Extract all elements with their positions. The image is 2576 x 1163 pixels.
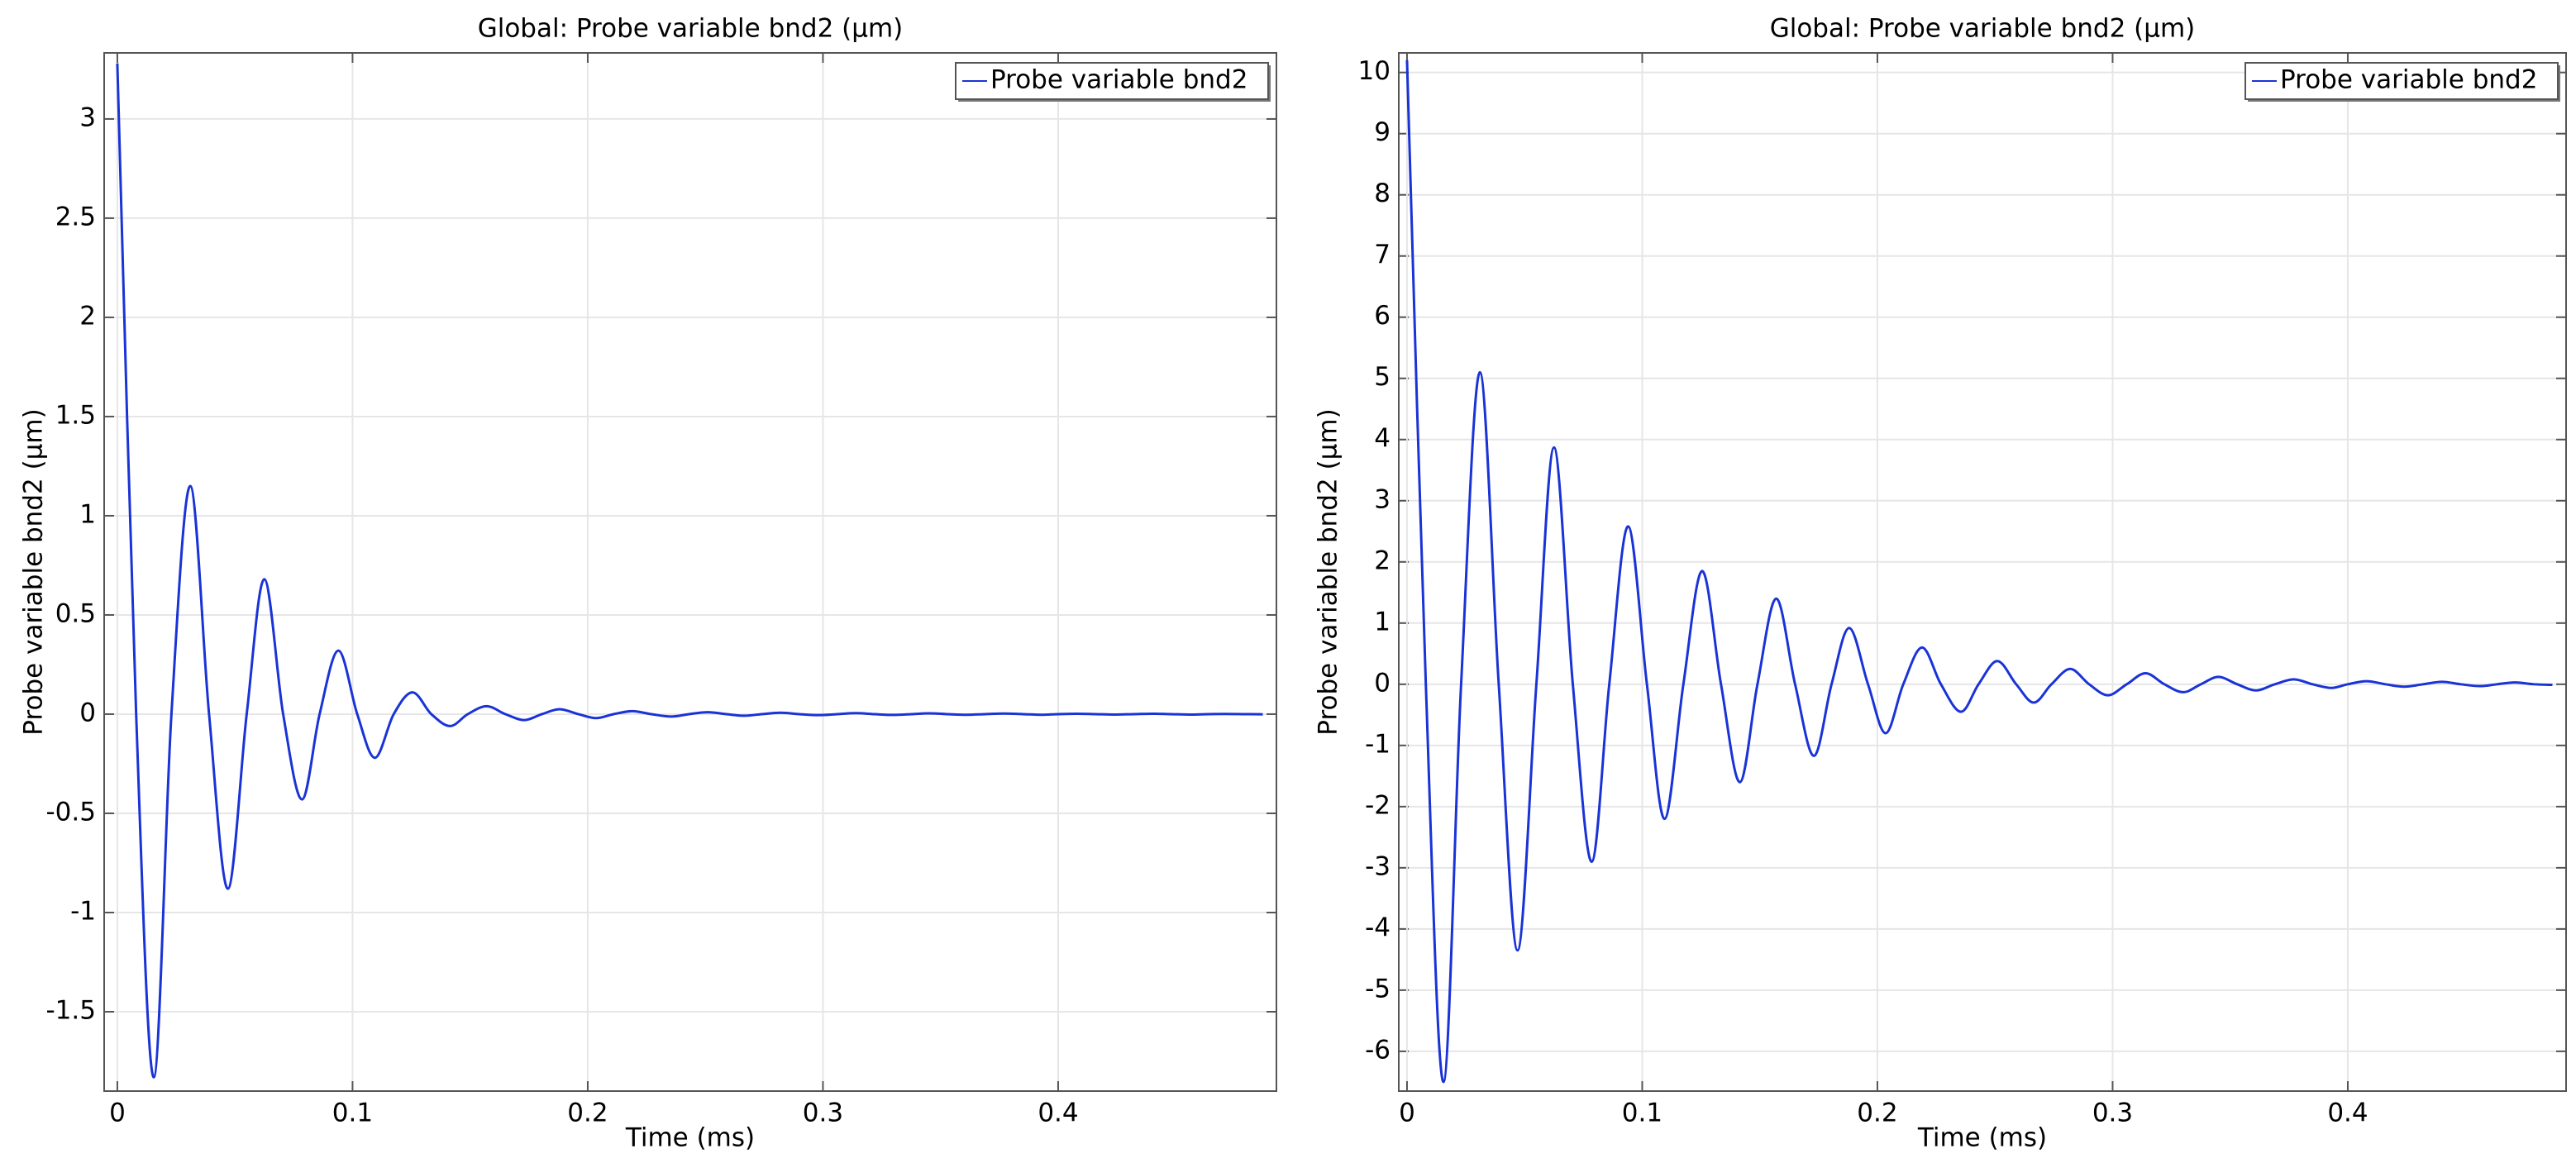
y-tick-label: 0 xyxy=(79,698,96,727)
data-line xyxy=(116,63,1263,1079)
y-tick-label: -4 xyxy=(1365,913,1391,942)
x-tick-label: 0.3 xyxy=(2092,1099,2133,1128)
plot-area xyxy=(1399,53,2566,1091)
x-tick-label: 0 xyxy=(1399,1099,1415,1128)
plot-frame xyxy=(1398,52,2567,1092)
legend-label: Probe variable bnd2 xyxy=(2280,65,2537,95)
y-tick-label: -1 xyxy=(70,896,96,926)
data-line xyxy=(1405,60,2553,1084)
x-tick-label: 0 xyxy=(109,1099,126,1128)
legend-label: Probe variable bnd2 xyxy=(990,65,1247,95)
plot-area xyxy=(104,53,1276,1091)
x-axis-label: Time (ms) xyxy=(1917,1123,2047,1153)
y-tick-label: -5 xyxy=(1365,974,1391,1003)
y-axis-label: Probe variable bnd2 (µm) xyxy=(19,408,49,735)
x-tick-label: 0.3 xyxy=(803,1099,843,1128)
x-tick-label: 0.4 xyxy=(2327,1099,2368,1128)
chart-title: Global: Probe variable bnd2 (µm) xyxy=(1770,14,2196,44)
x-tick-label: 0.2 xyxy=(1857,1099,1897,1128)
y-tick-label: 7 xyxy=(1374,240,1391,269)
y-tick-label: 2 xyxy=(1374,546,1391,575)
y-tick-label: -1 xyxy=(1365,729,1391,759)
y-tick-label: 4 xyxy=(1374,423,1391,453)
y-tick-label: 0 xyxy=(1374,668,1391,698)
y-tick-label: -1.5 xyxy=(46,995,97,1025)
y-tick-label: 9 xyxy=(1374,117,1391,147)
x-axis-label: Time (ms) xyxy=(625,1123,755,1153)
y-tick-label: 1.5 xyxy=(55,400,96,430)
y-tick-label: 1 xyxy=(79,499,96,529)
y-tick-label: -3 xyxy=(1365,851,1391,881)
y-tick-label: 3 xyxy=(1374,484,1391,514)
x-tick-label: 0.1 xyxy=(332,1099,373,1128)
chart-title: Global: Probe variable bnd2 (µm) xyxy=(478,14,904,44)
x-tick-label: 0.4 xyxy=(1038,1099,1078,1128)
y-tick-label: 0.5 xyxy=(55,598,96,628)
chart-panel: Global: Probe variable bnd2 (µm) Time (ms… xyxy=(19,14,1277,1153)
y-tick-label: 3 xyxy=(79,102,96,132)
y-tick-label: 10 xyxy=(1358,56,1391,86)
chart-panel: Global: Probe variable bnd2 (µm) Time (ms… xyxy=(1314,14,2567,1153)
y-axis-label: Probe variable bnd2 (µm) xyxy=(1314,408,1343,735)
y-tick-label: 6 xyxy=(1374,301,1391,331)
y-tick-label: 2 xyxy=(79,301,96,331)
y-tick-label: -6 xyxy=(1365,1035,1391,1065)
plot-frame xyxy=(103,52,1277,1092)
y-tick-label: 5 xyxy=(1374,362,1391,392)
legend-box xyxy=(2244,62,2559,100)
y-tick-label: -2 xyxy=(1365,790,1391,820)
y-tick-label: 2.5 xyxy=(55,202,96,231)
x-tick-label: 0.1 xyxy=(1622,1099,1662,1128)
x-tick-label: 0.2 xyxy=(567,1099,608,1128)
y-tick-label: -0.5 xyxy=(46,797,97,827)
y-tick-label: 1 xyxy=(1374,607,1391,636)
y-tick-label: 8 xyxy=(1374,179,1391,208)
legend-box xyxy=(955,62,1269,100)
